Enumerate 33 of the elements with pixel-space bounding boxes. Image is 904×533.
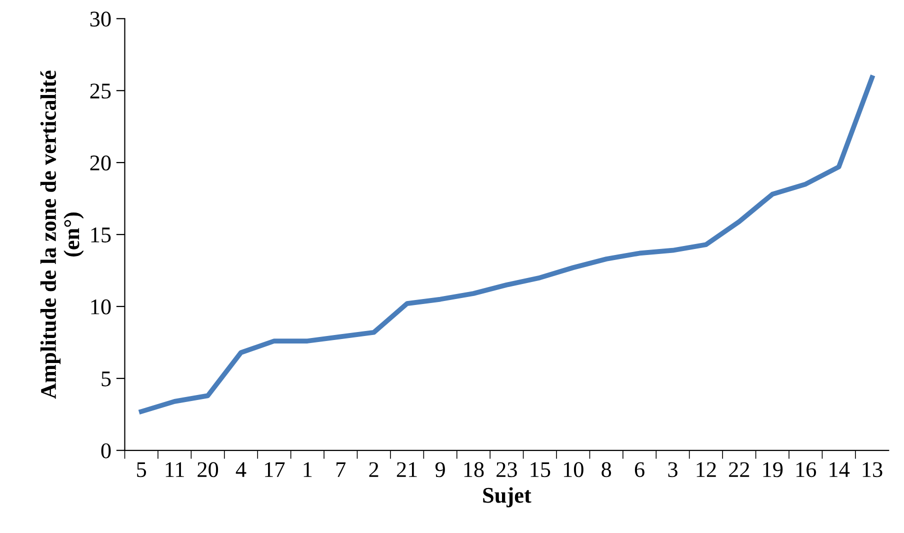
x-tick-label: 12: [696, 462, 716, 477]
x-tick-label: 23: [496, 462, 517, 478]
x-tick-label: 8: [602, 462, 612, 478]
x-tick-label: 19: [763, 462, 783, 478]
x-tick-label: 4: [236, 462, 246, 477]
y-axis-title: Amplitude de la zone de verticalité (en°): [40, 70, 84, 399]
x-tick-label: 22: [729, 462, 750, 477]
x-tick-label: 2: [369, 462, 378, 477]
x-tick-label: 1: [304, 462, 312, 477]
y-tick-label: 5: [102, 372, 111, 386]
x-tick-label: 7: [336, 462, 346, 477]
x-tick-label: 6: [634, 462, 644, 478]
x-axis-title: Sujet: [483, 487, 532, 508]
x-tick-label: 3: [668, 462, 678, 478]
y-tick-label: 25: [90, 84, 111, 99]
y-tick-label: 30: [90, 12, 111, 27]
x-tick-label: 18: [464, 462, 484, 478]
x-tick-label: 13: [862, 462, 882, 478]
x-tick-label: 21: [396, 462, 417, 477]
x-tick-label: 9: [435, 462, 445, 478]
x-tick-label: 14: [830, 462, 850, 477]
x-tick-label: 5: [137, 462, 146, 478]
line-series: [138, 75, 874, 414]
y-tick-label: 20: [90, 155, 111, 170]
x-tick-label: 10: [564, 462, 584, 478]
x-tick-label: 17: [265, 462, 285, 477]
y-tick-label: 10: [91, 299, 111, 314]
x-tick-label: 15: [530, 462, 550, 478]
x-tick-label: 20: [198, 462, 218, 478]
x-tick-label: 11: [166, 462, 184, 477]
y-tick-label: 0: [101, 443, 111, 458]
y-tick-label: 15: [91, 228, 111, 242]
x-tick-label: 16: [796, 462, 816, 478]
